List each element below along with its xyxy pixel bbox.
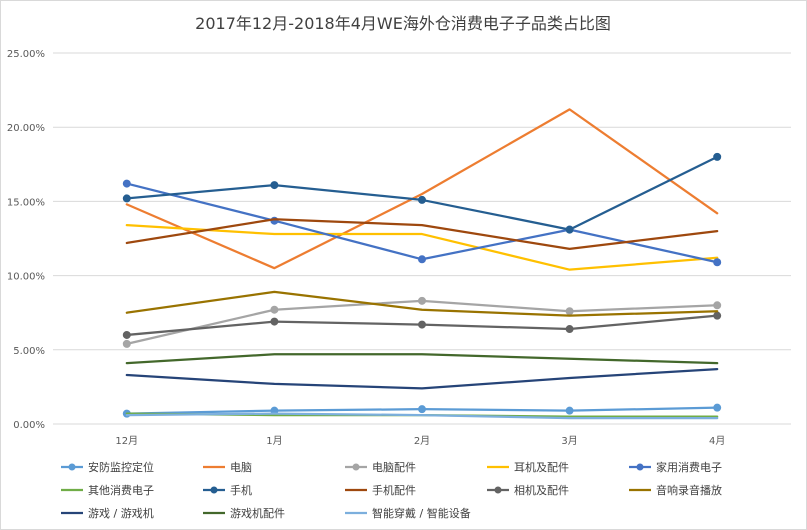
data-point <box>270 305 279 314</box>
chart-title: 2017年12月-2018年4月WE海外仓消费电子子品类占比图 <box>195 14 611 33</box>
y-tick-label: 0.00% <box>13 420 45 431</box>
legend-item: 智能穿戴 / 智能设备 <box>345 506 471 520</box>
legend-label: 其他消费电子 <box>88 483 154 497</box>
legend-label: 相机及配件 <box>514 483 569 497</box>
data-point <box>270 317 279 326</box>
legend-marker <box>352 463 360 471</box>
data-point <box>565 406 574 415</box>
data-point <box>122 179 131 188</box>
legend-marker <box>636 463 644 471</box>
legend-item: 手机 <box>203 483 252 497</box>
legend-item: 手机配件 <box>345 483 416 497</box>
data-point <box>418 405 426 414</box>
legend-label: 游戏 / 游戏机 <box>88 506 154 520</box>
legend-label: 家用消费电子 <box>656 460 722 474</box>
x-tick-label: 3月 <box>561 435 577 447</box>
series-lines <box>122 108 722 420</box>
series-line <box>125 412 719 420</box>
series-line <box>125 353 719 365</box>
data-point <box>713 301 722 310</box>
data-point <box>713 258 722 267</box>
data-point <box>565 225 574 234</box>
legend-label: 安防监控定位 <box>88 460 154 474</box>
series-line <box>125 108 719 270</box>
x-tick-label: 12月 <box>115 435 138 447</box>
legend-item: 耳机及配件 <box>487 460 569 474</box>
data-point <box>713 311 722 320</box>
series-line <box>125 182 719 264</box>
legend-label: 电脑 <box>230 461 252 474</box>
data-point <box>565 325 574 334</box>
data-point <box>418 320 426 329</box>
y-tick-label: 5.00% <box>13 346 45 357</box>
legend-label: 音响录音播放 <box>656 483 722 497</box>
legend-item: 其他消费电子 <box>61 483 154 497</box>
series-line <box>125 224 719 271</box>
y-tick-label: 15.00% <box>7 197 45 208</box>
legend-label: 游戏机配件 <box>230 506 285 520</box>
legend-label: 智能穿戴 / 智能设备 <box>372 506 471 520</box>
legend-item: 家用消费电子 <box>629 460 722 474</box>
legend-label: 耳机及配件 <box>514 460 569 474</box>
data-point <box>418 195 426 204</box>
data-point <box>418 296 426 305</box>
x-tick-label: 2月 <box>414 435 430 447</box>
legend-marker <box>210 486 218 494</box>
legend-item: 游戏机配件 <box>203 506 285 520</box>
legend-item: 电脑 <box>203 461 252 474</box>
data-point <box>713 403 722 412</box>
legend-item: 相机及配件 <box>487 483 569 497</box>
series-line <box>125 367 719 390</box>
data-point <box>565 307 574 316</box>
legend-label: 电脑配件 <box>372 461 416 474</box>
legend-item: 电脑配件 <box>345 461 416 474</box>
data-point <box>122 194 131 203</box>
legend-marker <box>494 486 502 494</box>
gridlines <box>53 52 791 425</box>
data-point <box>713 152 722 161</box>
y-tick-label: 25.00% <box>7 49 45 60</box>
legend-item: 游戏 / 游戏机 <box>61 506 154 520</box>
legend-label: 手机 <box>230 483 252 497</box>
legend-item: 音响录音播放 <box>629 483 722 497</box>
data-point <box>270 181 279 190</box>
series-line <box>125 290 719 317</box>
y-tick-label: 20.00% <box>7 123 45 134</box>
data-point <box>418 255 426 264</box>
x-axis-ticks: 12月 1月 2月 3月 4月 <box>115 435 725 447</box>
data-point <box>122 330 131 339</box>
y-tick-label: 10.00% <box>7 272 45 283</box>
x-tick-label: 4月 <box>709 435 725 447</box>
legend-item: 安防监控定位 <box>61 460 154 474</box>
legend-label: 手机配件 <box>372 483 416 497</box>
y-axis-ticks: 0.00% 5.00% 10.00% 15.00% 20.00% 25.00% <box>7 49 45 431</box>
data-point <box>122 339 131 348</box>
x-tick-label: 1月 <box>266 435 282 447</box>
legend-marker <box>68 463 76 471</box>
series-line <box>125 218 719 251</box>
